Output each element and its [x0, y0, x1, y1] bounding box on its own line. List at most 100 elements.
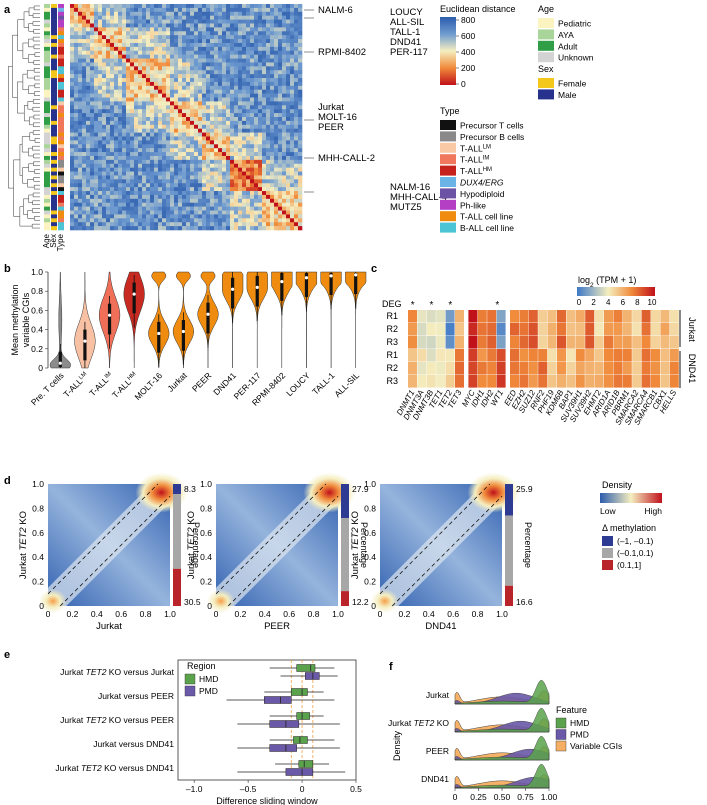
heatmap-cell — [238, 132, 243, 137]
heatmap-cell — [134, 46, 139, 52]
heatmap-cell — [114, 120, 119, 126]
heatmap-cell — [290, 117, 295, 122]
heatmap-cell — [190, 167, 195, 172]
heatmap-cell — [278, 97, 283, 102]
heatmap-cell — [114, 194, 119, 200]
pct-bottom-label: 12.2 — [352, 597, 369, 607]
heatmap-cell — [202, 93, 207, 98]
region-legend-label: PMD — [199, 686, 218, 696]
heatmap-cell — [290, 11, 295, 16]
heatmap-cell — [82, 66, 87, 71]
heatmap-cell — [294, 78, 299, 83]
heatmap-cell — [110, 198, 115, 204]
heatmap-cell — [142, 35, 147, 40]
heatmap-cell — [118, 35, 123, 40]
heatmap-cell — [174, 50, 179, 55]
heatmap-cell — [298, 179, 303, 184]
heatmap-cell — [154, 140, 159, 145]
heatmap-cell — [282, 198, 287, 204]
heatmap-cell — [154, 202, 159, 207]
heatmap-cell — [274, 183, 279, 188]
heatmap-cell — [102, 179, 107, 184]
heatmap-cell — [138, 128, 143, 133]
heatmap-cell — [190, 19, 195, 24]
heatmap-cell — [150, 120, 155, 126]
heatmap-cell — [114, 218, 119, 223]
heatmap-cell — [246, 167, 251, 172]
age-bar-cell — [44, 39, 50, 44]
heatmap-cell — [270, 214, 275, 219]
expression-cell — [408, 362, 417, 375]
heatmap-cell — [146, 70, 151, 75]
heatmap-cell — [174, 74, 179, 79]
heatmap-cell — [142, 128, 147, 133]
heatmap-cell — [206, 74, 211, 79]
heatmap-cell — [134, 152, 139, 157]
heatmap-cell — [174, 23, 179, 28]
sex-bar-cell — [51, 31, 57, 36]
heatmap-cell — [74, 27, 79, 32]
heatmap-cell — [90, 222, 95, 227]
heatmap-cell — [186, 89, 191, 94]
heatmap-cell — [250, 140, 255, 145]
heatmap-cell — [154, 179, 159, 184]
heatmap-cell — [114, 54, 119, 59]
heatmap-cell — [86, 226, 91, 231]
heatmap-cell — [150, 81, 155, 87]
heatmap-cell — [130, 194, 135, 200]
heatmap-cell — [86, 132, 91, 137]
heatmap-cell — [114, 42, 119, 48]
sex-bar-cell — [51, 66, 57, 71]
heatmap-cell — [94, 78, 99, 83]
expression-cell — [557, 349, 566, 362]
heatmap-cell — [138, 27, 143, 32]
heatmap-cell — [182, 120, 187, 126]
heatmap-cell — [238, 62, 243, 67]
heatmap-cell — [262, 109, 267, 114]
heatmap-cell — [78, 4, 83, 9]
heatmap-cell — [274, 81, 279, 87]
heatmap-cell — [142, 167, 147, 172]
heatmap-cell — [218, 194, 223, 200]
heatmap-cell — [238, 4, 243, 9]
type-bar-cell — [58, 101, 64, 106]
heatmap-cell — [206, 7, 211, 13]
heatmap-cell — [106, 117, 111, 122]
heatmap-cell — [230, 66, 235, 71]
x-tick-label: 0.8 — [308, 609, 320, 619]
heatmap-cell — [138, 210, 143, 215]
heatmap-cell — [230, 19, 235, 24]
heatmap-cell — [138, 46, 143, 52]
heatmap-cell — [242, 128, 247, 133]
heatmap-cell — [150, 171, 155, 176]
heatmap-cell — [250, 70, 255, 75]
heatmap-cell — [274, 152, 279, 157]
age-bar-cell — [44, 109, 50, 114]
expression-cell — [557, 362, 566, 375]
heatmap-cell — [146, 23, 151, 28]
heatmap-cell — [146, 97, 151, 102]
heatmap-cell — [154, 109, 159, 114]
heatmap-cell — [138, 136, 143, 141]
heatmap-cell — [154, 105, 159, 110]
heatmap-cell — [170, 58, 175, 63]
heatmap-cell — [298, 105, 303, 110]
heatmap-cell — [166, 50, 171, 55]
heatmap-cell — [106, 194, 111, 200]
heatmap-cell — [274, 226, 279, 231]
heatmap-cell — [106, 179, 111, 184]
heatmap-cell — [138, 50, 143, 55]
heatmap-cell — [134, 58, 139, 63]
heatmap-cell — [126, 105, 131, 110]
heatmap-cell — [298, 97, 303, 102]
heatmap-cell — [90, 11, 95, 16]
heatmap-cell — [218, 105, 223, 110]
age-bar-cell — [44, 155, 50, 161]
heatmap-cell — [78, 105, 83, 110]
heatmap-cell — [286, 155, 291, 161]
heatmap-cell — [218, 159, 223, 165]
heatmap-cell — [254, 191, 259, 196]
heatmap-cell — [86, 148, 91, 153]
heatmap-cell — [130, 66, 135, 71]
heatmap-cell — [242, 58, 247, 63]
